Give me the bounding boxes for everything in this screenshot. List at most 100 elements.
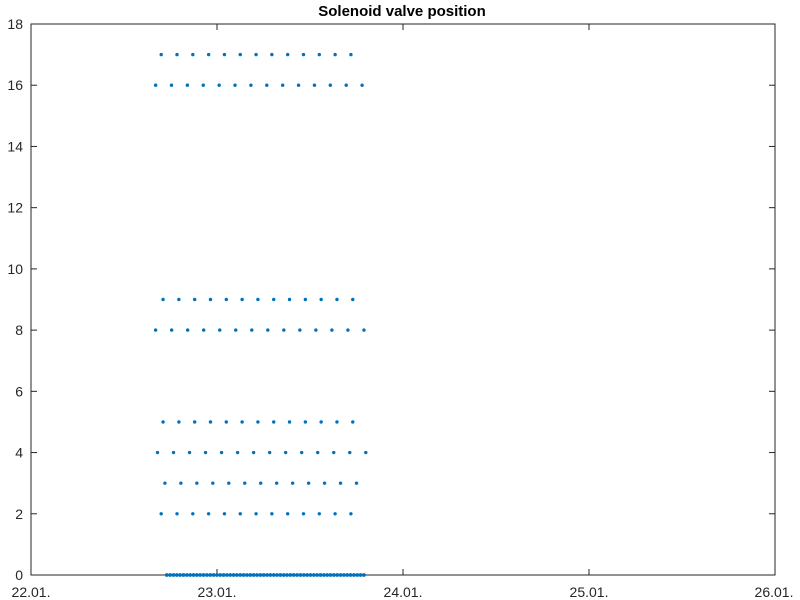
data-point: [291, 573, 296, 577]
data-point: [159, 512, 163, 516]
data-point: [274, 481, 279, 485]
data-point: [301, 573, 306, 577]
data-point: [281, 573, 286, 577]
data-point: [195, 481, 199, 485]
data-point: [300, 450, 304, 455]
data-point: [280, 83, 285, 87]
data-point: [349, 52, 353, 57]
data-point: [364, 450, 368, 455]
y-tick-label: 10: [7, 261, 23, 277]
data-point: [228, 573, 233, 577]
data-point: [319, 297, 323, 302]
data-point: [318, 573, 323, 577]
x-tick-label: 25.01.: [570, 584, 609, 600]
y-tick-label: 14: [7, 138, 23, 154]
data-point: [250, 328, 254, 332]
data-point: [155, 450, 160, 455]
data-point: [285, 512, 290, 516]
data-point: [267, 450, 272, 455]
data-point: [222, 52, 227, 57]
data-point: [290, 481, 295, 485]
data-point: [233, 83, 237, 87]
data-point: [206, 512, 211, 516]
data-point: [217, 83, 221, 87]
data-point: [238, 512, 242, 516]
data-point: [169, 328, 174, 332]
data-point: [259, 481, 263, 485]
data-point: [175, 512, 179, 516]
data-point: [268, 573, 273, 577]
chart-title: Solenoid valve position: [318, 3, 486, 20]
x-tick-label: 26.01.: [755, 584, 794, 600]
data-point: [352, 573, 356, 577]
data-point: [271, 573, 276, 577]
data-point: [285, 52, 290, 57]
data-point: [240, 297, 244, 302]
data-point: [265, 573, 269, 577]
data-point: [153, 83, 158, 87]
data-point: [335, 573, 340, 577]
data-point: [191, 573, 196, 577]
y-tick-label: 18: [7, 16, 23, 32]
data-point: [351, 420, 355, 424]
data-point: [306, 481, 311, 485]
data-point: [235, 450, 240, 455]
data-point: [272, 420, 276, 424]
data-point: [344, 83, 348, 87]
data-point: [181, 573, 186, 577]
data-point: [362, 328, 366, 332]
data-point: [203, 450, 208, 455]
data-points: [153, 52, 368, 577]
data-point: [218, 328, 222, 332]
data-point: [245, 573, 249, 577]
data-point: [312, 83, 317, 87]
data-point: [328, 573, 333, 577]
data-point: [305, 573, 310, 577]
data-point: [249, 83, 253, 87]
data-point: [248, 573, 253, 577]
data-point: [241, 573, 246, 577]
data-point: [251, 450, 256, 455]
data-point: [317, 52, 321, 57]
y-tick-label: 16: [7, 77, 23, 93]
data-point: [211, 481, 215, 485]
data-point: [349, 512, 353, 516]
data-point: [251, 573, 256, 577]
data-point: [332, 450, 336, 455]
data-point: [270, 512, 274, 516]
data-point: [206, 52, 211, 57]
tick-labels: 22.01. 23.01. 24.01. 25.01. 26.01. 0 2 4 6 8 10 12 1…: [7, 16, 793, 600]
data-point: [348, 573, 353, 577]
y-tick-label: 2: [15, 506, 23, 522]
data-point: [201, 83, 205, 87]
data-point: [287, 420, 292, 424]
data-point: [234, 328, 238, 332]
data-point: [175, 52, 179, 57]
x-tick-label: 24.01.: [384, 584, 423, 600]
data-point: [256, 420, 260, 424]
data-point: [321, 573, 326, 577]
data-point: [238, 52, 242, 57]
data-point: [328, 83, 333, 87]
data-point: [266, 328, 270, 332]
data-point: [164, 573, 169, 577]
data-point: [355, 573, 360, 577]
y-tick-label: 4: [15, 445, 23, 461]
data-point: [354, 481, 359, 485]
data-point: [208, 420, 213, 424]
data-point: [316, 450, 320, 455]
data-point: [272, 297, 276, 302]
data-point: [362, 573, 366, 577]
data-point: [194, 573, 199, 577]
data-point: [301, 52, 306, 57]
data-point: [231, 573, 236, 577]
data-point: [254, 52, 258, 57]
data-point: [298, 328, 302, 332]
data-point: [224, 297, 228, 302]
x-tick-label: 22.01.: [12, 584, 51, 600]
data-point: [285, 573, 289, 577]
data-point: [265, 83, 269, 87]
data-point: [179, 481, 183, 485]
x-tick-label: 23.01.: [198, 584, 237, 600]
data-point: [322, 481, 327, 485]
